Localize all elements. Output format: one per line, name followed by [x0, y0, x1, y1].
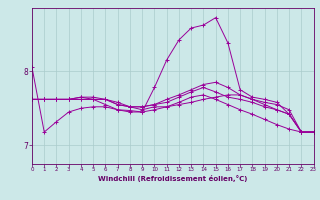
X-axis label: Windchill (Refroidissement éolien,°C): Windchill (Refroidissement éolien,°C) — [98, 175, 247, 182]
